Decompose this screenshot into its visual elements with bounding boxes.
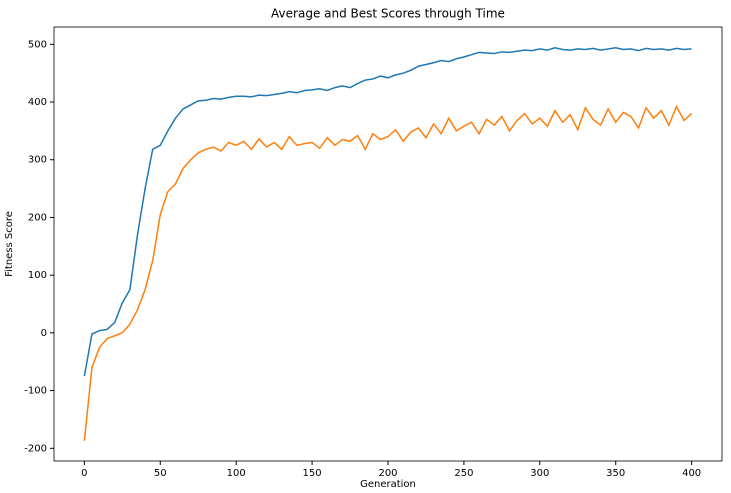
y-tick-label: 100: [28, 270, 47, 281]
series-line: [83, 47, 692, 377]
y-tick-label: 300: [28, 155, 47, 166]
y-tick-label: 400: [28, 97, 47, 108]
y-axis-label: Fitness Score: [4, 211, 15, 277]
y-tick-label: -200: [24, 443, 47, 454]
x-tick-label: 100: [227, 468, 246, 479]
x-axis-label: Generation: [360, 479, 416, 490]
x-tick-label: 0: [81, 468, 87, 479]
x-tick-label: 50: [154, 468, 167, 479]
x-tick-label: 200: [378, 468, 397, 479]
y-tick-label: 0: [41, 328, 47, 339]
y-tick-label: -100: [24, 386, 47, 397]
chart-title: Average and Best Scores through Time: [271, 7, 505, 21]
x-tick-label: 400: [682, 468, 701, 479]
x-tick-label: 150: [303, 468, 322, 479]
x-tick-label: 250: [454, 468, 473, 479]
x-tick-label: 350: [606, 468, 625, 479]
plot-frame: [53, 26, 723, 462]
y-tick-label: 500: [28, 39, 47, 50]
x-tick-label: 300: [530, 468, 549, 479]
y-tick-label: 200: [28, 212, 47, 223]
series-line: [83, 104, 693, 441]
